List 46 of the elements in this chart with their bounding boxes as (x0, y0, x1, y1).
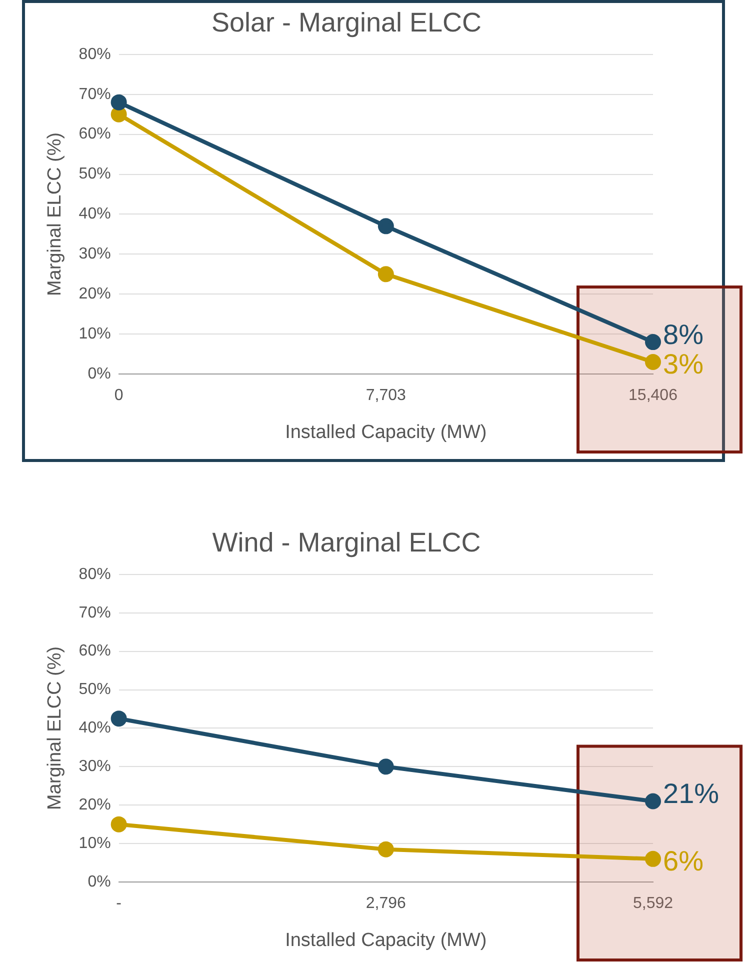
y-tick-label: 50% (78, 166, 111, 183)
y-tick-label: 70% (78, 86, 111, 103)
point (378, 266, 394, 282)
point (645, 334, 661, 350)
y-tick-label: 0% (88, 873, 111, 890)
x-tick-label: 15,406 (628, 387, 678, 404)
data-label: 3% (663, 348, 704, 380)
x-tick-label: 0 (114, 387, 124, 404)
y-tick-label: 40% (78, 206, 111, 223)
data-label: 6% (663, 846, 704, 877)
y-axis-title: Marginal ELCC (%) (44, 646, 66, 810)
y-tick-label: 40% (78, 720, 111, 737)
x-tick-label: - (116, 895, 122, 912)
y-axis-title: Marginal ELCC (%) (44, 132, 66, 296)
data-label: 8% (663, 318, 704, 350)
y-tick-label: 20% (78, 286, 111, 303)
point (110, 710, 127, 727)
data-label: 21% (663, 778, 720, 809)
point (378, 758, 394, 775)
y-tick-label: 70% (78, 604, 111, 622)
y-tick-label: 80% (78, 566, 111, 583)
y-tick-label: 0% (88, 365, 111, 382)
y-tick-label: 10% (78, 325, 111, 342)
point (645, 354, 661, 370)
point (110, 106, 127, 122)
x-axis-title: Installed Capacity (MW) (285, 930, 487, 951)
chart-title: Solar - Marginal ELCC (211, 8, 482, 38)
point (378, 218, 394, 234)
y-tick-label: 30% (78, 758, 111, 776)
x-axis-title: Installed Capacity (MW) (285, 422, 487, 443)
x-tick-label: 5,592 (632, 895, 674, 912)
y-tick-label: 50% (78, 681, 111, 698)
y-tick-label: 30% (78, 246, 111, 263)
y-tick-label: 10% (78, 834, 111, 852)
y-tick-label: 80% (78, 46, 111, 63)
chart-title: Wind - Marginal ELCC (212, 528, 481, 558)
point (110, 94, 127, 110)
point (645, 793, 661, 810)
y-tick-label: 60% (78, 642, 111, 660)
y-tick-label: 60% (78, 126, 111, 143)
point (645, 850, 661, 867)
x-tick-label: 2,796 (366, 895, 406, 912)
y-tick-label: 20% (78, 796, 111, 814)
x-tick-label: 7,703 (366, 387, 406, 404)
point (378, 841, 394, 858)
point (110, 816, 127, 832)
